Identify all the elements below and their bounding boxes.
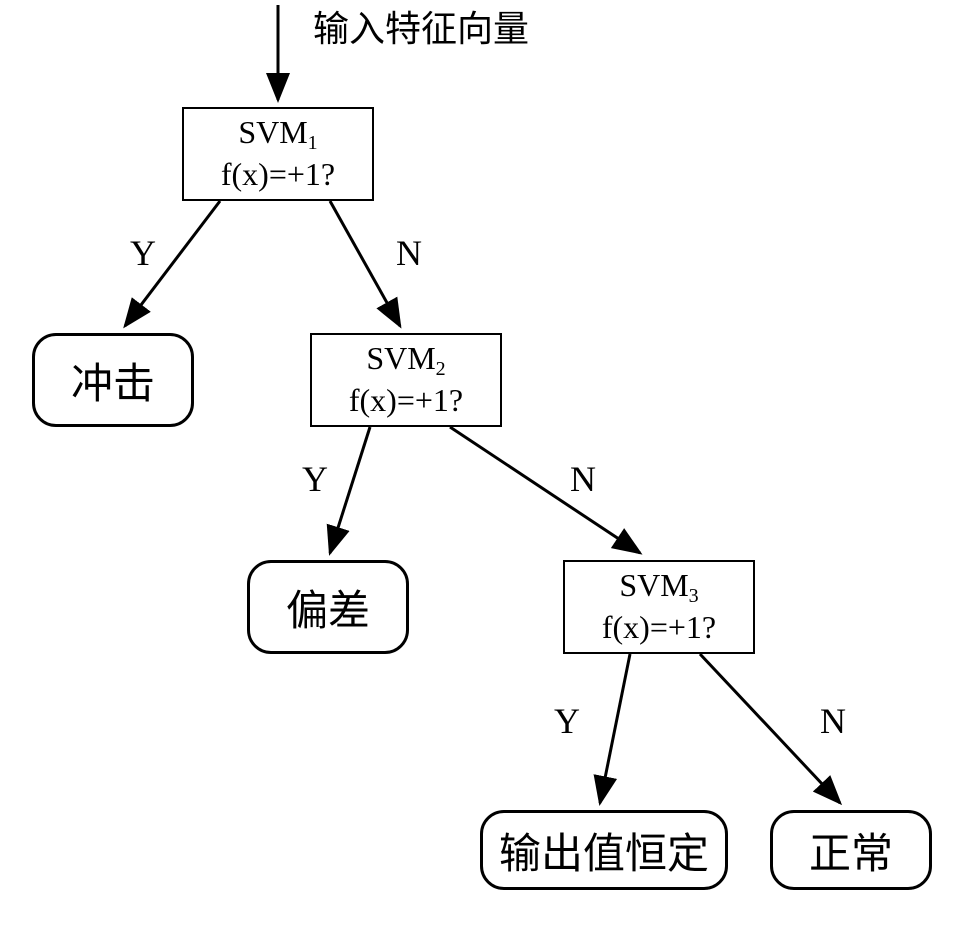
svm1-sub: 1 [308,130,318,156]
svm2-node: SVM2 f(x)=+1? [310,333,502,427]
svm2-fx: f(x)=+1? [349,380,463,422]
leaf-impact: 冲击 [32,333,194,427]
svm2-name: SVM [366,338,435,380]
svm3-title: SVM3 [619,565,698,607]
leaf-constant: 输出值恒定 [480,810,728,890]
edge-y-2: Y [302,458,328,500]
svm2-title: SVM2 [366,338,445,380]
svm3-node: SVM3 f(x)=+1? [563,560,755,654]
svm3-name: SVM [619,565,688,607]
edge-n-1: N [396,232,422,274]
svm3-fx: f(x)=+1? [602,607,716,649]
leaf-deviation: 偏差 [247,560,409,654]
leaf-deviation-label: 偏差 [286,577,370,638]
edge-n-2: N [570,458,596,500]
svm1-node: SVM1 f(x)=+1? [182,107,374,201]
svm1-name: SVM [238,112,307,154]
input-label: 输入特征向量 [313,0,529,52]
svm3-sub: 3 [689,583,699,609]
svm2-sub: 2 [436,356,446,382]
edge-n-3: N [820,700,846,742]
flowchart-root: 输入特征向量 SVM1 f(x)=+1? SVM2 f(x)=+1? SVM3 … [0,0,974,931]
leaf-impact-label: 冲击 [71,350,155,411]
leaf-constant-label: 输出值恒定 [499,820,709,881]
arrows-layer [0,0,974,931]
edge-y-1: Y [130,232,156,274]
leaf-normal-label: 正常 [809,820,893,881]
leaf-normal: 正常 [770,810,932,890]
svm1-fx: f(x)=+1? [221,154,335,196]
edge-y-3: Y [554,700,580,742]
svm1-title: SVM1 [238,112,317,154]
